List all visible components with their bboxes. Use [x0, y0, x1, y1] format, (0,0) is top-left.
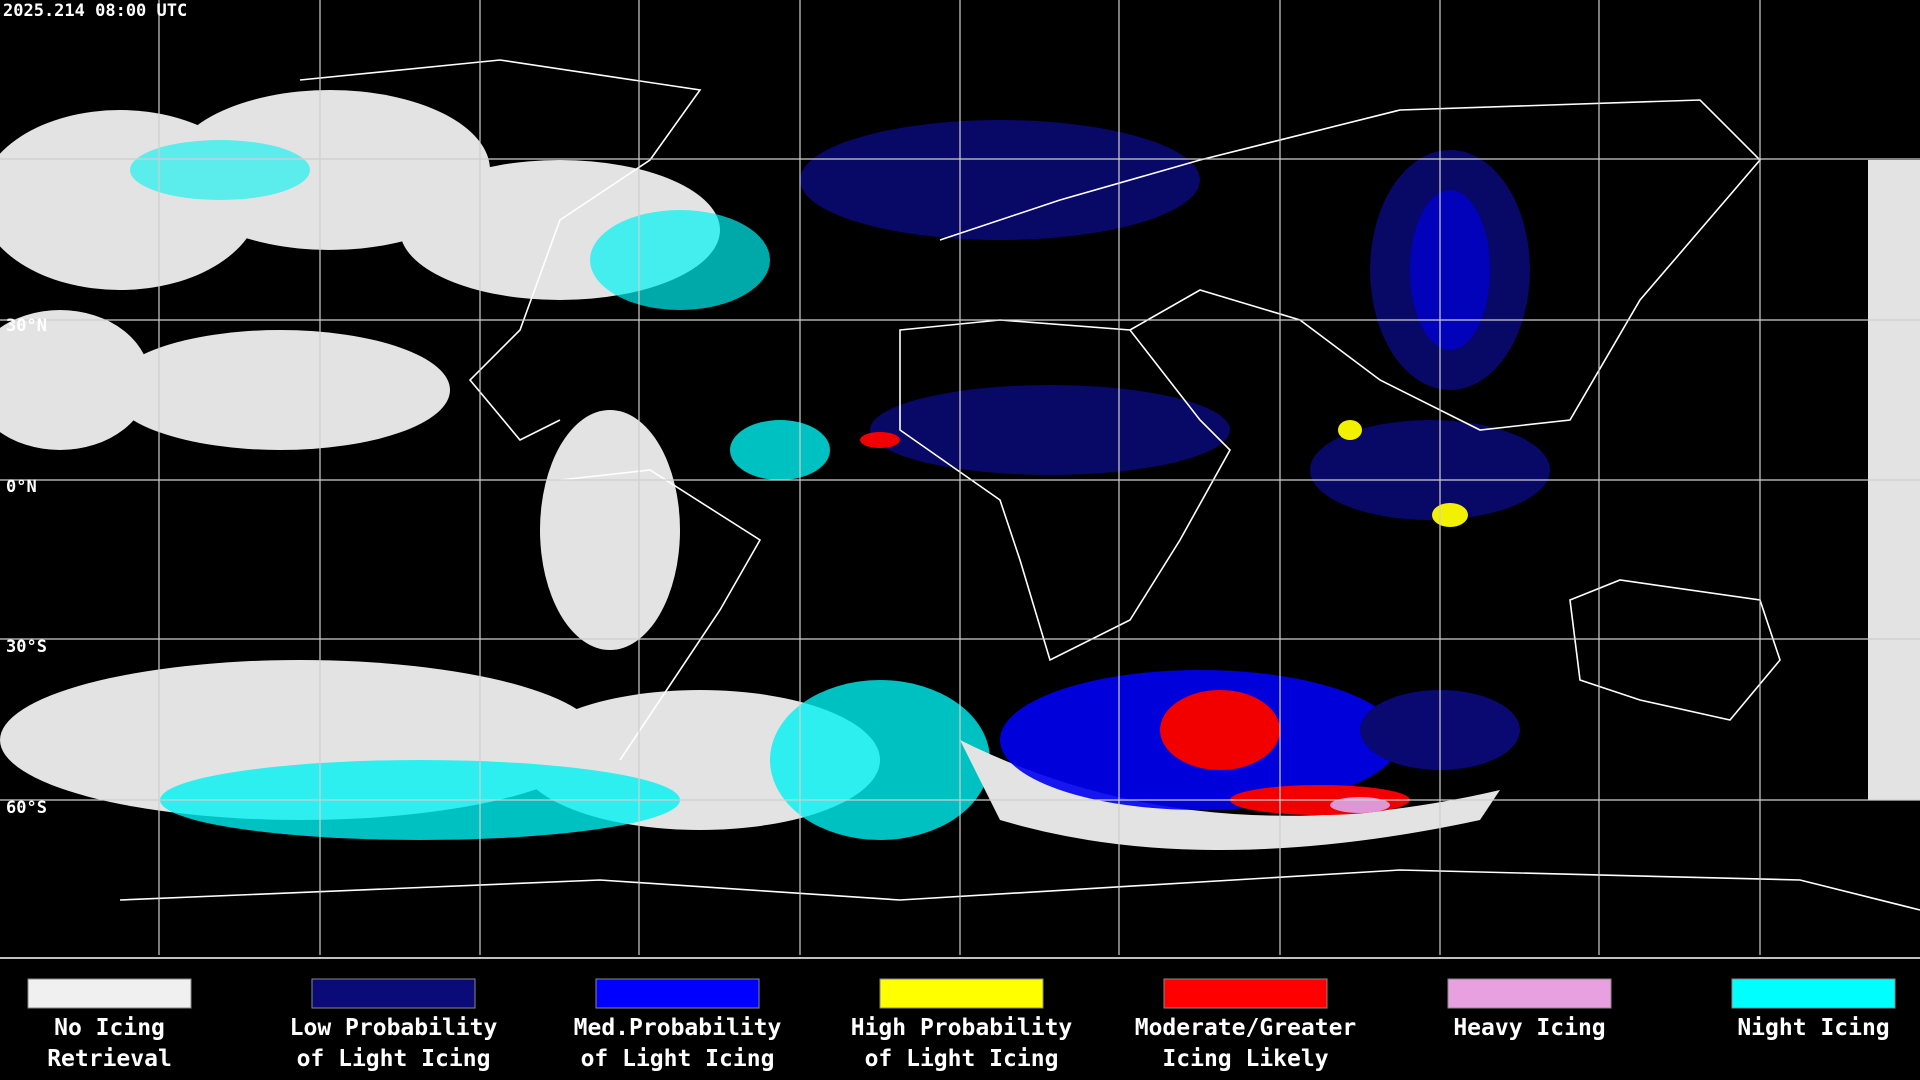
legend-label: High Probability	[851, 1015, 1073, 1041]
legend: No Icing Retrieval Low Probability of Light…	[27, 978, 1896, 1072]
legend-label: of Light Icing	[297, 1046, 491, 1072]
timestamp: 2025.214 08:00 UTC	[3, 1, 187, 21]
coastline	[299, 59, 702, 441]
legend-swatch	[27, 978, 192, 1009]
coastline	[899, 319, 1231, 662]
latitude-label: 0°N	[6, 477, 37, 497]
latitude-labels: 30°N 0°N 30°S 60°S	[6, 316, 47, 818]
legend-label: No Icing	[54, 1015, 165, 1041]
cloud	[540, 410, 680, 650]
night-cloud	[130, 140, 310, 200]
icing	[1432, 503, 1468, 527]
coastline	[1569, 579, 1781, 721]
legend-label: Night Icing	[1737, 1015, 1889, 1041]
latitude-label: 30°S	[6, 637, 47, 657]
icing	[1330, 797, 1390, 813]
cloud	[0, 310, 150, 450]
legend-label: Heavy Icing	[1453, 1015, 1605, 1041]
icing	[1410, 190, 1490, 350]
graticule	[0, 0, 1920, 955]
icing	[1338, 420, 1362, 440]
legend-swatch	[595, 978, 760, 1009]
legend-label: Retrieval	[47, 1046, 172, 1072]
icing	[870, 385, 1230, 475]
latitude-label: 30°N	[6, 316, 47, 336]
cloud	[960, 740, 1500, 850]
legend-label: Icing Likely	[1162, 1046, 1328, 1072]
legend-swatch	[1163, 978, 1328, 1009]
legend-label: of Light Icing	[581, 1046, 775, 1072]
night-cloud	[730, 420, 830, 480]
cloud	[110, 330, 450, 450]
legend-label: Med.Probability	[574, 1015, 782, 1041]
night-cloud	[770, 680, 990, 840]
legend-swatch	[1447, 978, 1612, 1009]
icing	[860, 432, 900, 448]
night-cloud	[590, 210, 770, 310]
icing	[1310, 420, 1550, 520]
legend-label: Moderate/Greater	[1135, 1015, 1357, 1041]
map	[0, 0, 1920, 959]
latitude-label: 60°S	[6, 798, 47, 818]
legend-swatch	[879, 978, 1044, 1009]
icing	[800, 120, 1200, 240]
legend-swatch	[311, 978, 476, 1009]
coastline	[119, 869, 1920, 911]
legend-label: of Light Icing	[865, 1046, 1059, 1072]
icing	[1160, 690, 1280, 770]
legend-swatch	[1731, 978, 1896, 1009]
coastline	[559, 469, 762, 761]
legend-label: Low Probability	[290, 1015, 498, 1041]
